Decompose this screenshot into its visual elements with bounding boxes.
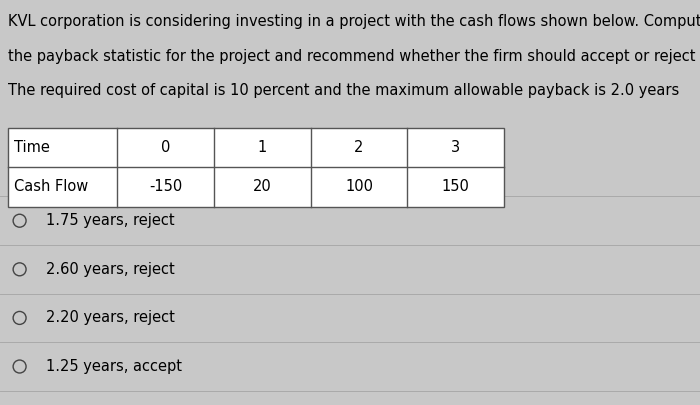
FancyBboxPatch shape: [8, 128, 504, 207]
Text: 3: 3: [451, 140, 460, 155]
Text: 150: 150: [442, 179, 470, 194]
Text: -150: -150: [149, 179, 183, 194]
Text: 1.25 years, accept: 1.25 years, accept: [46, 359, 181, 374]
Text: 20: 20: [253, 179, 272, 194]
Text: Cash Flow: Cash Flow: [14, 179, 88, 194]
Text: 2: 2: [354, 140, 364, 155]
Text: KVL corporation is considering investing in a project with the cash flows shown : KVL corporation is considering investing…: [8, 14, 700, 29]
Text: The required cost of capital is 10 percent and the maximum allowable payback is : The required cost of capital is 10 perce…: [8, 83, 680, 98]
Text: the payback statistic for the project and recommend whether the firm should acce: the payback statistic for the project an…: [8, 49, 700, 64]
Text: 2.60 years, reject: 2.60 years, reject: [46, 262, 174, 277]
Text: 1: 1: [258, 140, 267, 155]
Text: 1.75 years, reject: 1.75 years, reject: [46, 213, 174, 228]
Text: 0: 0: [161, 140, 170, 155]
Text: 2.20 years, reject: 2.20 years, reject: [46, 310, 174, 326]
Text: 100: 100: [345, 179, 373, 194]
Text: Time: Time: [14, 140, 50, 155]
